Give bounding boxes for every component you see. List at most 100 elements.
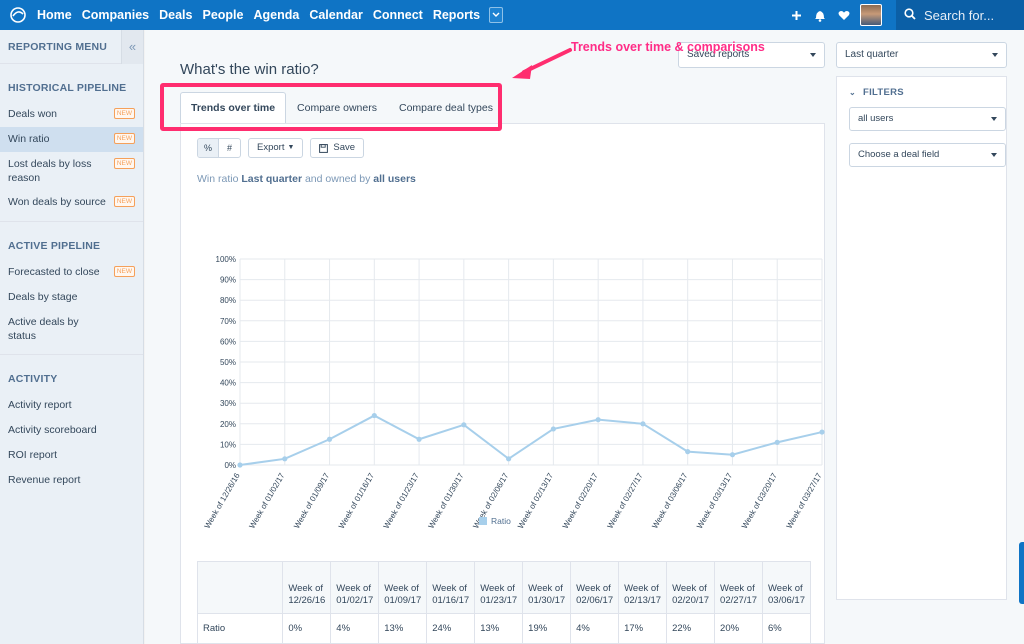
chart-legend[interactable]: Ratio xyxy=(479,516,511,526)
sidebar-item-activity-scoreboard[interactable]: Activity scoreboard xyxy=(0,418,143,443)
win-ratio-line-chart: 0% 10% 20% 30% 40% 50% 60% 70% 80% 90% 100% Week of… xyxy=(203,255,825,530)
tab-compare-owners[interactable]: Compare owners xyxy=(297,102,377,114)
nav-agenda[interactable]: Agenda xyxy=(253,8,300,22)
data-point[interactable] xyxy=(282,456,288,462)
new-badge: NEW xyxy=(113,133,135,144)
sidebar-item-activity-report[interactable]: Activity report xyxy=(0,393,143,418)
sidebar-item-label: Forecasted to close xyxy=(8,266,100,278)
nav-reports[interactable]: Reports xyxy=(432,8,481,22)
sidebar-section-activity: ACTIVITY Activity report Activity scoreb… xyxy=(0,354,143,493)
sidebar-item-label: Activity scoreboard xyxy=(8,424,97,436)
data-point[interactable] xyxy=(506,456,512,462)
nav-home[interactable]: Home xyxy=(37,8,72,22)
global-search[interactable]: Search for... xyxy=(896,0,1024,30)
data-point[interactable] xyxy=(729,452,736,458)
sidebar-item-win-ratio[interactable]: Win ratio NEW xyxy=(0,127,143,152)
nav-connect[interactable]: Connect xyxy=(372,8,423,22)
data-point[interactable] xyxy=(819,429,825,435)
help-side-tab[interactable] xyxy=(1019,542,1024,604)
x-tick-label: Week of 03/13/17 xyxy=(695,471,734,530)
sidebar-item-deals-won[interactable]: Deals won NEW xyxy=(0,102,143,127)
tab-trends-over-time[interactable]: Trends over time xyxy=(180,92,287,124)
save-button[interactable]: Save xyxy=(310,138,365,158)
save-label: Save xyxy=(333,142,356,153)
sidebar-item-active-by-status[interactable]: Active deals by status xyxy=(0,310,143,348)
y-tick-label: 40% xyxy=(220,379,236,388)
y-tick-label: 0% xyxy=(224,461,236,470)
table-header-cell: Week of 12/26/16 xyxy=(282,561,332,614)
nav-people[interactable]: People xyxy=(202,8,244,22)
chevron-down-icon: ▼ xyxy=(287,144,295,151)
table-header-corner xyxy=(197,561,284,614)
sidebar-item-won-by-source[interactable]: Won deals by source NEW xyxy=(0,190,143,215)
chevron-down-icon xyxy=(810,53,816,57)
owner-filter-select[interactable]: all users xyxy=(849,107,1006,131)
y-tick-label: 30% xyxy=(220,399,236,408)
data-point[interactable] xyxy=(685,449,691,455)
chevron-down-icon xyxy=(992,53,998,57)
data-point[interactable] xyxy=(237,462,243,468)
tab-compare-deal-types[interactable]: Compare deal types xyxy=(398,102,493,114)
data-table-wrap: Week of 12/26/16 Week of 01/02/17 Week of … xyxy=(197,561,811,644)
data-point[interactable] xyxy=(371,412,377,419)
data-point[interactable] xyxy=(416,436,422,442)
table-cell: 4% xyxy=(330,613,380,644)
y-tick-label: 80% xyxy=(220,296,236,305)
nav-companies[interactable]: Companies xyxy=(81,8,150,22)
subtitle-mid: and owned by xyxy=(304,173,371,185)
plus-icon[interactable] xyxy=(784,0,808,30)
count-toggle[interactable]: # xyxy=(226,143,232,153)
percent-toggle[interactable]: % xyxy=(198,139,219,157)
report-main: What's the win ratio? Saved reports Tren… xyxy=(145,30,827,644)
data-point[interactable] xyxy=(326,436,333,442)
bell-icon[interactable] xyxy=(808,0,832,30)
data-table: Week of 12/26/16 Week of 01/02/17 Week of … xyxy=(197,561,811,644)
app-logo-icon[interactable] xyxy=(4,0,32,30)
saved-reports-select[interactable]: Saved reports xyxy=(678,42,825,68)
subtitle-period: Last quarter xyxy=(241,173,303,185)
sidebar-item-roi-report[interactable]: ROI report xyxy=(0,443,143,468)
date-range-value: Last quarter xyxy=(845,49,899,60)
data-point[interactable] xyxy=(461,422,467,428)
annotation-highlight-box xyxy=(160,83,502,131)
date-range-select[interactable]: Last quarter xyxy=(836,42,1007,68)
sidebar-item-forecasted[interactable]: Forecasted to close NEW xyxy=(0,260,143,285)
collapse-sidebar-icon[interactable]: « xyxy=(121,29,143,64)
filters-header[interactable]: ⌄ FILTERS xyxy=(849,87,904,98)
sidebar-header: REPORTING MENU « xyxy=(0,29,143,64)
data-point[interactable] xyxy=(640,421,646,427)
reporting-sidebar: REPORTING MENU « HISTORICAL PIPELINE Dea… xyxy=(0,29,144,644)
sidebar-item-label: Active deals by status xyxy=(8,316,79,342)
series-line-ratio xyxy=(239,414,823,466)
data-point[interactable] xyxy=(595,417,601,423)
sidebar-item-deals-by-stage[interactable]: Deals by stage xyxy=(0,285,143,310)
chevron-down-icon xyxy=(991,153,997,157)
data-point[interactable] xyxy=(774,439,780,445)
sidebar-item-label: Lost deals by loss reason xyxy=(8,158,92,184)
export-button[interactable]: Export ▼ xyxy=(248,138,304,158)
x-tick-label: Week of 02/13/17 xyxy=(516,471,555,530)
table-header-cell: Week of 03/06/17 xyxy=(762,561,811,614)
table-cell: 17% xyxy=(618,613,668,644)
top-icons xyxy=(784,0,882,30)
user-avatar[interactable] xyxy=(860,4,882,26)
sidebar-item-label: Deals won xyxy=(8,108,58,120)
nav-calendar[interactable]: Calendar xyxy=(309,8,363,22)
data-point[interactable] xyxy=(550,426,556,432)
nav-more-chevron-down-icon[interactable] xyxy=(489,7,504,23)
report-panel: % # Export ▼ Save Win ratio Last quarter… xyxy=(180,123,825,644)
filters-title: FILTERS xyxy=(862,87,904,98)
export-label: Export xyxy=(257,142,285,153)
sidebar-item-revenue-report[interactable]: Revenue report xyxy=(0,468,143,493)
chevron-down-icon xyxy=(991,117,997,121)
sidebar-item-label: Won deals by source xyxy=(8,196,106,208)
heart-icon[interactable] xyxy=(832,0,856,30)
deal-field-select[interactable]: Choose a deal field xyxy=(849,143,1006,167)
table-cell: 6% xyxy=(762,613,811,644)
table-row-label: Ratio xyxy=(197,613,284,644)
table-cell: 13% xyxy=(378,613,428,644)
x-tick-label: Week of 01/30/17 xyxy=(427,471,466,530)
section-title: ACTIVITY xyxy=(8,373,58,385)
sidebar-item-lost-deals[interactable]: Lost deals by loss reason NEW xyxy=(0,152,143,190)
nav-deals[interactable]: Deals xyxy=(159,8,193,22)
